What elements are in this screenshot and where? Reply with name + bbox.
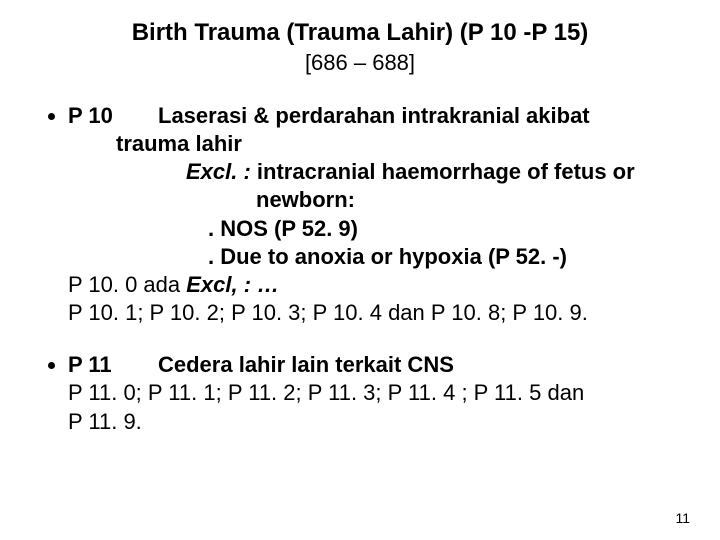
p10-excl-cont: newborn: [68,186,680,214]
p10-line-a-pre: P 10. 0 ada [68,272,186,297]
p11-line-a: P 11. 0; P 11. 1; P 11. 2; P 11. 3; P 11… [68,379,680,407]
p10-dot1: . NOS (P 52. 9) [68,215,680,243]
section-p10: P 10Laserasi & perdarahan intrakranial a… [68,102,680,327]
page-number: 11 [675,510,690,526]
code-p11: P 11 [68,351,158,379]
page-subtitle: [686 – 688] [40,50,680,76]
code-p10: P 10 [68,102,158,130]
p10-line-b: P 10. 1; P 10. 2; P 10. 3; P 10. 4 dan P… [68,299,680,327]
p10-line-a: P 10. 0 ada Excl, : … [68,271,680,299]
slide-page: Birth Trauma (Trauma Lahir) (P 10 -P 15)… [0,0,720,540]
content-list: P 10Laserasi & perdarahan intrakranial a… [40,102,680,436]
section-p11: P 11Cedera lahir lain terkait CNS P 11. … [68,351,680,435]
p10-excl-text: intracranial haemorrhage of fetus or [251,159,635,184]
p10-excl-label: Excl. : [186,159,251,184]
p11-heading: Cedera lahir lain terkait CNS [158,352,454,377]
page-title: Birth Trauma (Trauma Lahir) (P 10 -P 15) [40,18,680,48]
p10-heading: Laserasi & perdarahan intrakranial akiba… [158,103,590,128]
p10-dot2: . Due to anoxia or hypoxia (P 52. -) [68,243,680,271]
p10-line-a-italic: Excl, : … [186,272,279,297]
p10-excl-line: Excl. : intracranial haemorrhage of fetu… [68,158,680,186]
p10-heading-cont: trauma lahir [68,130,680,158]
p11-line-b: P 11. 9. [68,408,680,436]
